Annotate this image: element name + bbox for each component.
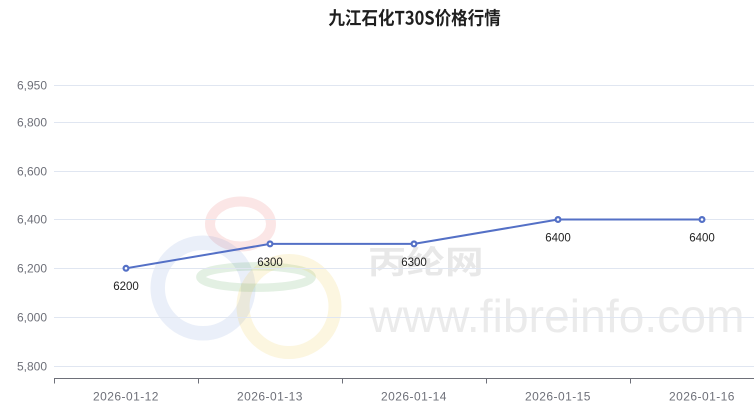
svg-text:2026-01-13: 2026-01-13 xyxy=(237,390,303,404)
svg-text:www.fibreinfo.com: www.fibreinfo.com xyxy=(368,290,744,342)
svg-text:6,600: 6,600 xyxy=(17,165,47,179)
svg-text:6,000: 6,000 xyxy=(17,311,47,325)
svg-text:2026-01-15: 2026-01-15 xyxy=(525,390,591,404)
svg-text:2026-01-12: 2026-01-12 xyxy=(93,390,159,404)
svg-text:6300: 6300 xyxy=(401,257,427,269)
svg-text:6200: 6200 xyxy=(113,281,139,293)
svg-text:6400: 6400 xyxy=(689,232,715,244)
svg-text:6,950: 6,950 xyxy=(17,79,47,93)
svg-text:6400: 6400 xyxy=(545,232,571,244)
svg-text:6300: 6300 xyxy=(257,257,283,269)
svg-text:2026-01-14: 2026-01-14 xyxy=(381,390,447,404)
svg-text:2026-01-16: 2026-01-16 xyxy=(669,390,735,404)
svg-text:6,400: 6,400 xyxy=(17,213,47,227)
svg-text:6,200: 6,200 xyxy=(17,262,47,276)
svg-text:5,800: 5,800 xyxy=(17,360,47,374)
svg-text:6,800: 6,800 xyxy=(17,116,47,130)
